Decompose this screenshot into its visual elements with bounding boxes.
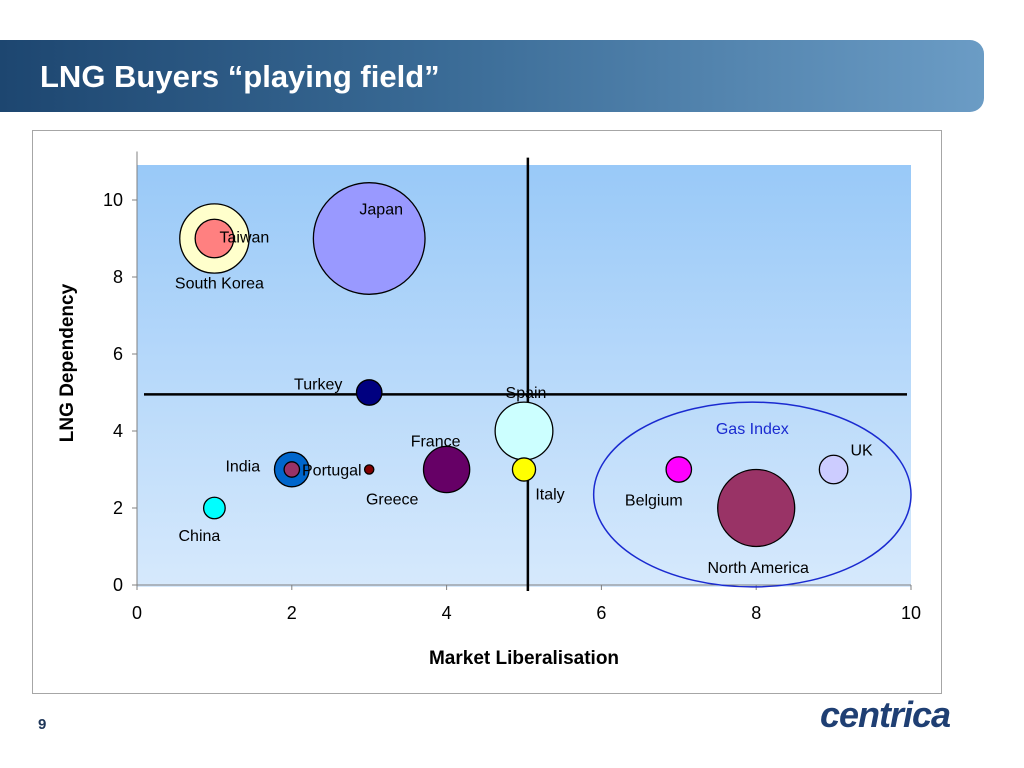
label-taiwan: Taiwan (219, 230, 269, 247)
label-south-korea: South Korea (175, 276, 264, 293)
x-tick-label: 0 (132, 603, 142, 623)
bubble-belgium (665, 456, 693, 483)
bubble-portugal (283, 461, 301, 478)
gas-index-ellipse (592, 401, 912, 588)
label-uk: UK (850, 443, 873, 460)
bubble-japan (312, 182, 426, 295)
title-bar: LNG Buyers “playing field” (0, 40, 984, 112)
gas-index-label: Gas Index (716, 421, 789, 438)
page-number: 9 (38, 716, 47, 733)
y-axis-title: LNG Dependency (57, 283, 78, 442)
slide-title: LNG Buyers “playing field” (40, 59, 440, 94)
label-turkey: Turkey (294, 377, 342, 394)
x-tick-label: 6 (596, 603, 606, 623)
x-tick-label: 8 (751, 603, 761, 623)
bubble-north-america (717, 468, 796, 548)
label-japan: Japan (359, 202, 403, 219)
chart-frame: 0 2 4 6 8 10 0 2 4 6 8 10 South Korea Taiwan Japan Tur… (32, 130, 942, 694)
bubble-spain (494, 401, 554, 461)
y-tick-label: 2 (113, 498, 123, 518)
bubble-uk (818, 454, 849, 485)
y-tick-label: 6 (113, 344, 123, 364)
label-portugal: Portugal (302, 463, 362, 480)
x-tick-label: 10 (901, 603, 921, 623)
bubble-china (202, 496, 226, 520)
bubble-turkey (355, 379, 383, 406)
y-tick-label: 10 (103, 190, 123, 210)
bubble-france (422, 445, 471, 494)
y-tick-label: 0 (113, 575, 123, 595)
plot-area (137, 165, 911, 587)
label-north-america: North America (708, 560, 809, 577)
label-belgium: Belgium (625, 493, 683, 510)
x-axis-title: Market Liberalisation (429, 648, 619, 669)
bubble-chart: 0 2 4 6 8 10 0 2 4 6 8 10 South Korea Taiwan Japan Tur… (57, 151, 921, 669)
x-tick-label: 4 (442, 603, 452, 623)
label-italy: Italy (535, 487, 564, 504)
y-tick-label: 4 (113, 421, 123, 441)
label-india: India (225, 459, 260, 476)
label-spain: Spain (506, 385, 547, 402)
y-tick-label: 8 (113, 267, 123, 287)
x-tick-label: 2 (287, 603, 297, 623)
bubble-greece (363, 464, 375, 475)
label-greece: Greece (366, 492, 419, 509)
bubble-italy (511, 457, 537, 482)
centrica-logo: centrica (820, 694, 951, 735)
label-china: China (178, 528, 220, 545)
label-france: France (411, 434, 461, 451)
bubble-taiwan (194, 218, 235, 259)
